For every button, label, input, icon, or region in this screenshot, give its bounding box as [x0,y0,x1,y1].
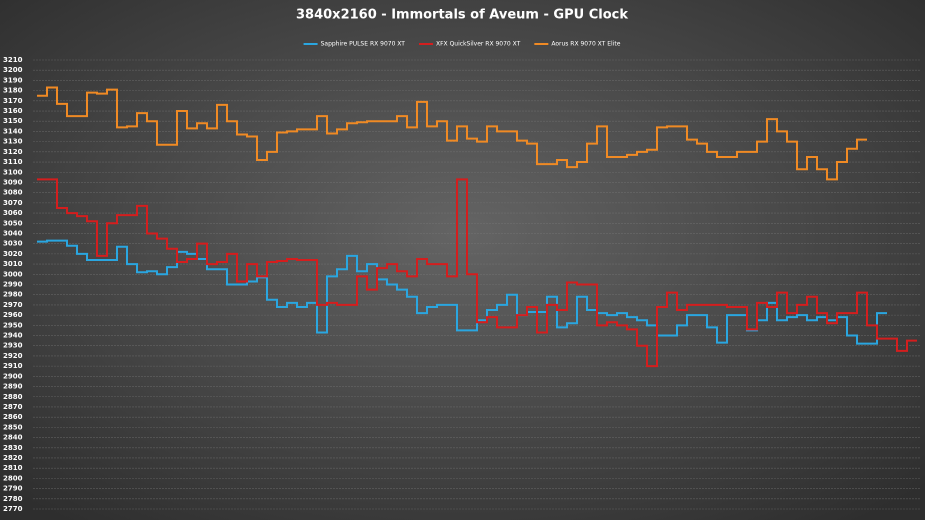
legend-label: XFX QuickSilver RX 9070 XT [436,41,521,48]
y-tick-label: 3200 [3,66,23,74]
y-tick-label: 3170 [3,97,23,105]
y-tick-label: 3180 [3,87,23,95]
y-tick-label: 2850 [3,423,23,431]
y-tick-label: 3080 [3,189,23,197]
y-tick-label: 2950 [3,321,23,329]
y-tick-label: 3050 [3,219,23,227]
y-tick-label: 2790 [3,485,23,493]
y-tick-label: 3030 [3,240,23,248]
y-tick-label: 3100 [3,168,23,176]
y-tick-label: 2970 [3,301,23,309]
y-tick-label: 2820 [3,454,23,462]
y-tick-label: 2830 [3,444,23,452]
series-line [37,178,917,368]
y-tick-label: 3190 [3,76,23,84]
y-tick-label: 3010 [3,260,23,268]
y-tick-label: 2960 [3,311,23,319]
y-tick-label: 3140 [3,127,23,135]
y-tick-label: 3020 [3,250,23,258]
y-tick-label: 2980 [3,291,23,299]
y-tick-label: 3210 [3,56,23,64]
series-line [37,86,867,181]
y-tick-label: 2860 [3,413,23,421]
y-tick-label: 2900 [3,372,23,380]
y-tick-label: 2990 [3,281,23,289]
y-tick-label: 2800 [3,474,23,482]
y-tick-label: 2930 [3,342,23,350]
y-tick-label: 3150 [3,117,23,125]
y-tick-label: 2780 [3,495,23,503]
y-tick-label: 3120 [3,148,23,156]
y-tick-label: 2870 [3,403,23,411]
y-tick-label: 3130 [3,138,23,146]
y-tick-label: 3160 [3,107,23,115]
y-tick-label: 2940 [3,332,23,340]
y-tick-label: 2810 [3,464,23,472]
y-tick-label: 2890 [3,383,23,391]
y-tick-label: 3000 [3,270,23,278]
y-tick-label: 2910 [3,362,23,370]
chart-title: 3840x2160 - Immortals of Aveum - GPU Clo… [296,8,628,23]
y-tick-label: 2880 [3,393,23,401]
y-tick-label: 3090 [3,178,23,186]
y-tick-label: 2770 [3,505,23,513]
y-tick-label: 3040 [3,229,23,237]
y-tick-label: 3060 [3,209,23,217]
y-tick-label: 2920 [3,352,23,360]
legend-label: Sapphire PULSE RX 9070 XT [321,41,406,48]
y-tick-label: 3110 [3,158,23,166]
y-tick-label: 3070 [3,199,23,207]
y-tick-label: 2840 [3,434,23,442]
legend-label: Aorus RX 9070 XT Elite [551,41,620,48]
